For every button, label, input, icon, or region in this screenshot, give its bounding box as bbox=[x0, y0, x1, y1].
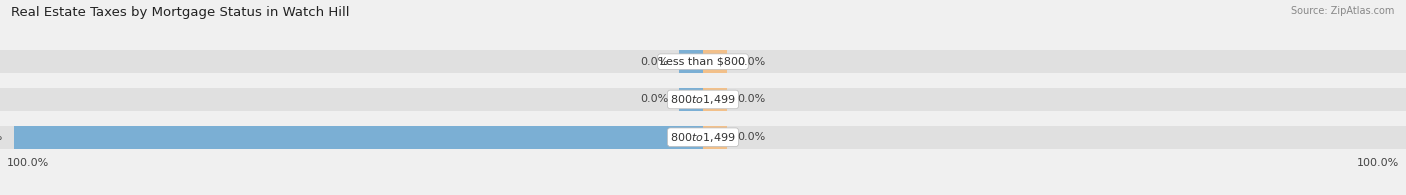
Bar bbox=[0, 88, 1406, 111]
Text: 0.0%: 0.0% bbox=[738, 94, 766, 105]
Text: 0.0%: 0.0% bbox=[640, 94, 668, 105]
Bar bbox=[0, 126, 1406, 149]
Text: 100.0%: 100.0% bbox=[0, 132, 3, 142]
Text: 0.0%: 0.0% bbox=[640, 57, 668, 67]
Text: $800 to $1,499: $800 to $1,499 bbox=[671, 93, 735, 106]
Text: 100.0%: 100.0% bbox=[7, 158, 49, 168]
Bar bbox=[14, 126, 703, 149]
Text: Less than $800: Less than $800 bbox=[661, 57, 745, 67]
Text: Source: ZipAtlas.com: Source: ZipAtlas.com bbox=[1291, 6, 1395, 16]
Text: Real Estate Taxes by Mortgage Status in Watch Hill: Real Estate Taxes by Mortgage Status in … bbox=[11, 6, 350, 19]
Text: 0.0%: 0.0% bbox=[738, 132, 766, 142]
Text: 100.0%: 100.0% bbox=[1357, 158, 1399, 168]
Bar bbox=[679, 50, 703, 73]
Bar bbox=[679, 88, 703, 111]
Text: 0.0%: 0.0% bbox=[738, 57, 766, 67]
Bar bbox=[703, 50, 727, 73]
Bar bbox=[703, 88, 727, 111]
Bar bbox=[703, 126, 727, 149]
Bar bbox=[0, 50, 1406, 73]
Text: $800 to $1,499: $800 to $1,499 bbox=[671, 131, 735, 144]
